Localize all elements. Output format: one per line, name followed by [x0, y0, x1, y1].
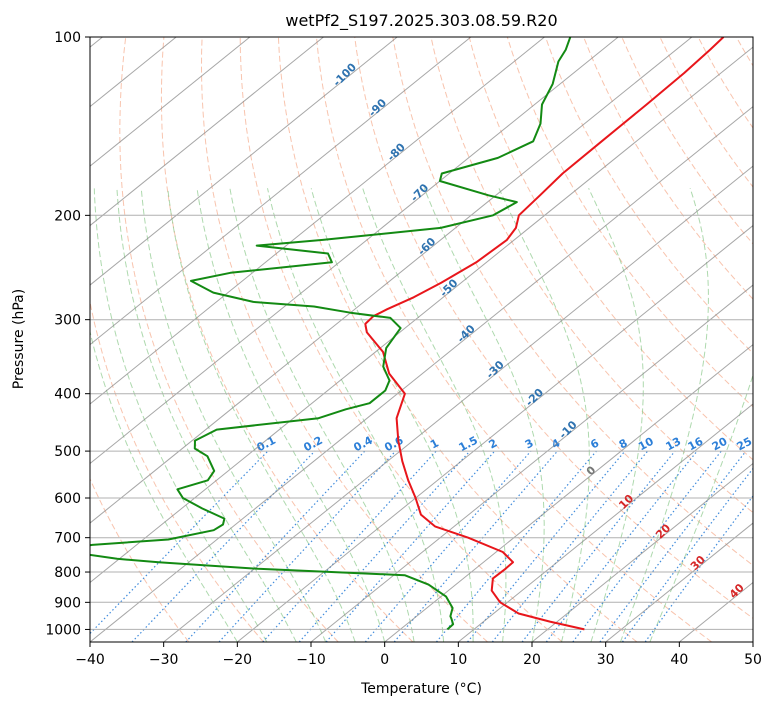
mixing-ratio-label: 10: [636, 435, 656, 454]
temperature-profile-line: [364, 37, 725, 631]
mixing-ratio-line: [521, 450, 676, 642]
dry-adiabat-line: [90, 299, 264, 642]
mixing-ratio-label: 16: [686, 435, 706, 454]
dry-adiabat-line: [583, 37, 753, 300]
moist-adiabat-line: [229, 188, 415, 642]
y-tick-label: 500: [54, 444, 81, 460]
dewpoint-profile-line: [90, 37, 572, 631]
plot-frame: [89, 36, 754, 643]
x-tick-label: 40: [670, 652, 688, 668]
x-tick-label: −30: [149, 652, 179, 668]
dry-adiabat-line: [160, 37, 414, 642]
y-tick-label: 100: [54, 30, 81, 46]
x-tick-label: −10: [296, 652, 326, 668]
x-tick-label: 50: [744, 652, 762, 668]
moist-adiabat-line: [423, 188, 545, 642]
moist-adiabat-line: [588, 187, 644, 642]
mixing-ratio-line: [572, 450, 722, 642]
moist-adiabat-line: [90, 329, 238, 642]
dry-adiabat-line: [119, 37, 339, 642]
isotherm-line: [90, 37, 251, 167]
dry-adiabat-line: [354, 37, 753, 619]
moist-adiabat-line: [196, 188, 386, 642]
moist-adiabat-line: [498, 187, 590, 642]
mixing-ratio-line: [325, 450, 496, 642]
y-tick-label: 600: [54, 491, 81, 507]
isotherm-line: [457, 403, 753, 642]
mixing-ratio-line: [599, 450, 747, 642]
y-tick-label: 1000: [45, 622, 81, 638]
isotherm-line: [384, 343, 753, 642]
isotherm-line: [90, 37, 324, 227]
dry-adiabat-line: [430, 37, 753, 514]
isotherm-line: [90, 37, 693, 524]
x-tick-label: 20: [523, 652, 541, 668]
mixing-ratio-line: [467, 450, 626, 642]
x-tick-label: −40: [75, 652, 105, 668]
isotherm-line: [236, 224, 753, 642]
y-tick-label: 300: [54, 313, 81, 329]
dry-adiabat-line: [200, 37, 488, 642]
mixing-ratio-line: [90, 450, 269, 635]
y-tick-label: 200: [54, 208, 81, 224]
dry-adiabat-line: [392, 37, 753, 567]
x-tick-label: 0: [380, 652, 389, 668]
isotherm-line: [90, 37, 619, 465]
y-tick-label: 400: [54, 387, 81, 403]
mixing-ratio-label: 13: [664, 435, 684, 454]
moist-adiabat-line: [267, 188, 445, 642]
moist-adiabat-line: [619, 188, 709, 642]
moist-adiabat-line: [649, 373, 753, 642]
x-tick-label: −20: [223, 652, 253, 668]
moist-adiabat-line: [93, 188, 268, 642]
mixing-ratio-line: [262, 450, 437, 642]
mixing-ratio-line: [131, 450, 316, 642]
mixing-ratio-line: [393, 450, 558, 642]
isotherm-line: [90, 37, 472, 346]
isotherm-line: [90, 37, 398, 286]
mixing-ratio-label: 25: [735, 435, 755, 454]
dry-adiabat-line: [239, 37, 563, 642]
mixing-ratio-line: [218, 450, 397, 642]
moist-adiabat-line: [140, 188, 327, 642]
x-axis-title: Temperature (°C): [360, 681, 482, 697]
dry-adiabat-line: [90, 477, 190, 642]
y-axis-title: Pressure (hPa): [11, 289, 27, 389]
y-tick-label: 900: [54, 595, 81, 611]
isotherm-line: [531, 462, 753, 642]
isotherm-line: [605, 522, 753, 642]
dry-adiabat-line: [316, 37, 712, 642]
moist-adiabat-line: [116, 188, 297, 642]
x-tick-label: 30: [597, 652, 615, 668]
moist-adiabat-line: [310, 188, 474, 642]
moist-adiabat-line: [167, 188, 356, 642]
mixing-ratio-label: 20: [710, 435, 730, 454]
mixing-ratio-line: [435, 450, 597, 642]
dry-adiabat-line: [621, 37, 753, 245]
dry-adiabat-line: [277, 37, 638, 642]
dry-adiabat-line: [468, 37, 753, 461]
mixing-ratio-line: [491, 450, 649, 642]
chart-title: wetPf2_S197.2025.303.08.59.R20: [285, 11, 557, 31]
mixing-ratio-line: [298, 450, 471, 642]
isotherm-line: [90, 37, 545, 405]
y-tick-label: 800: [54, 565, 81, 581]
x-tick-label: 10: [449, 652, 467, 668]
dry-adiabat-line: [506, 37, 753, 408]
y-tick-label: 700: [54, 531, 81, 547]
isotherm-line: [90, 105, 753, 642]
isotherm-line: [163, 165, 753, 642]
isotherm-line: [310, 284, 753, 642]
